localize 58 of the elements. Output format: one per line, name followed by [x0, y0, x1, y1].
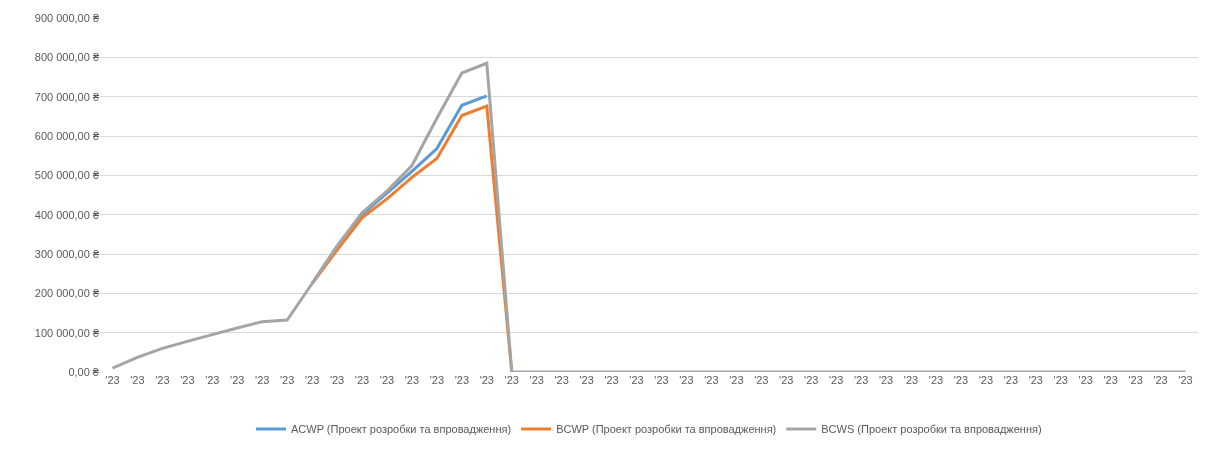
legend-label: BCWP (Проект розробки та впровадження) [556, 423, 777, 436]
y-tick-label: 500 000,00 ₴ [34, 169, 100, 182]
y-tick-label: 400 000,00 ₴ [34, 208, 100, 221]
x-tick-label: '23 [853, 374, 869, 386]
x-tick-label: '23 [155, 374, 170, 386]
x-tick-label: '23 [1053, 374, 1068, 386]
x-tick-label: '23 [379, 374, 395, 386]
x-tick-label: '23 [1153, 374, 1168, 386]
x-tick-label: '23 [504, 374, 519, 386]
x-tick-label: '23 [1103, 374, 1118, 386]
x-tick-label: '23 [180, 374, 195, 386]
x-tick-label: '23 [654, 374, 669, 386]
legend-label: ACWP (Проект розробки та впровадження) [291, 423, 512, 436]
legend-label: BCWS (Проект розробки та впровадження) [821, 423, 1042, 436]
y-tick-label: 900 000,00 ₴ [34, 11, 100, 24]
x-tick-label: '23 [255, 374, 270, 386]
x-tick-label: '23 [978, 374, 994, 386]
x-tick-label: '23 [754, 374, 769, 386]
y-tick-label: 600 000,00 ₴ [34, 129, 100, 142]
y-tick-label: 700 000,00 ₴ [34, 90, 100, 103]
x-tick-label: '23 [1128, 374, 1143, 386]
x-tick-label: '23 [454, 374, 470, 386]
y-tick-label: 800 000,00 ₴ [34, 51, 100, 64]
x-tick-label: '23 [529, 374, 544, 386]
x-tick-label: '23 [953, 374, 969, 386]
y-tick-label: 200 000,00 ₴ [34, 287, 100, 300]
x-tick-label: '23 [404, 374, 420, 386]
x-tick-label: '23 [479, 374, 494, 386]
x-tick-label: '23 [579, 374, 594, 386]
y-tick-label: 0,00 ₴ [68, 365, 100, 378]
x-tick-label: '23 [903, 374, 919, 386]
x-tick-label: '23 [329, 374, 345, 386]
x-tick-label: '23 [1003, 374, 1019, 386]
y-tick-label: 300 000,00 ₴ [34, 247, 100, 260]
y-tick-label: 100 000,00 ₴ [34, 326, 100, 339]
x-tick-label: '23 [779, 374, 794, 386]
x-tick-label: '23 [554, 374, 569, 386]
x-tick-label: '23 [354, 374, 370, 386]
x-tick-label: '23 [429, 374, 445, 386]
x-tick-label: '23 [130, 374, 145, 386]
x-tick-label: '23 [928, 374, 944, 386]
x-tick-label: '23 [1078, 374, 1093, 386]
x-tick-label: '23 [828, 374, 844, 386]
x-tick-label: '23 [604, 374, 619, 386]
x-tick-label: '23 [230, 374, 245, 386]
x-tick-label: '23 [105, 374, 120, 386]
line-series [110, 61, 1188, 372]
x-tick-label: '23 [878, 374, 894, 386]
x-tick-label: '23 [804, 374, 819, 386]
x-tick-label: '23 [1178, 374, 1193, 386]
x-tick-label: '23 [1028, 374, 1043, 386]
x-tick-label: '23 [205, 374, 220, 386]
x-tick-label: '23 [729, 374, 744, 386]
x-tick-label: '23 [704, 374, 719, 386]
x-tick-label: '23 [304, 374, 320, 386]
x-tick-label: '23 [679, 374, 694, 386]
x-tick-label: '23 [279, 374, 295, 386]
x-tick-label: '23 [629, 374, 644, 386]
